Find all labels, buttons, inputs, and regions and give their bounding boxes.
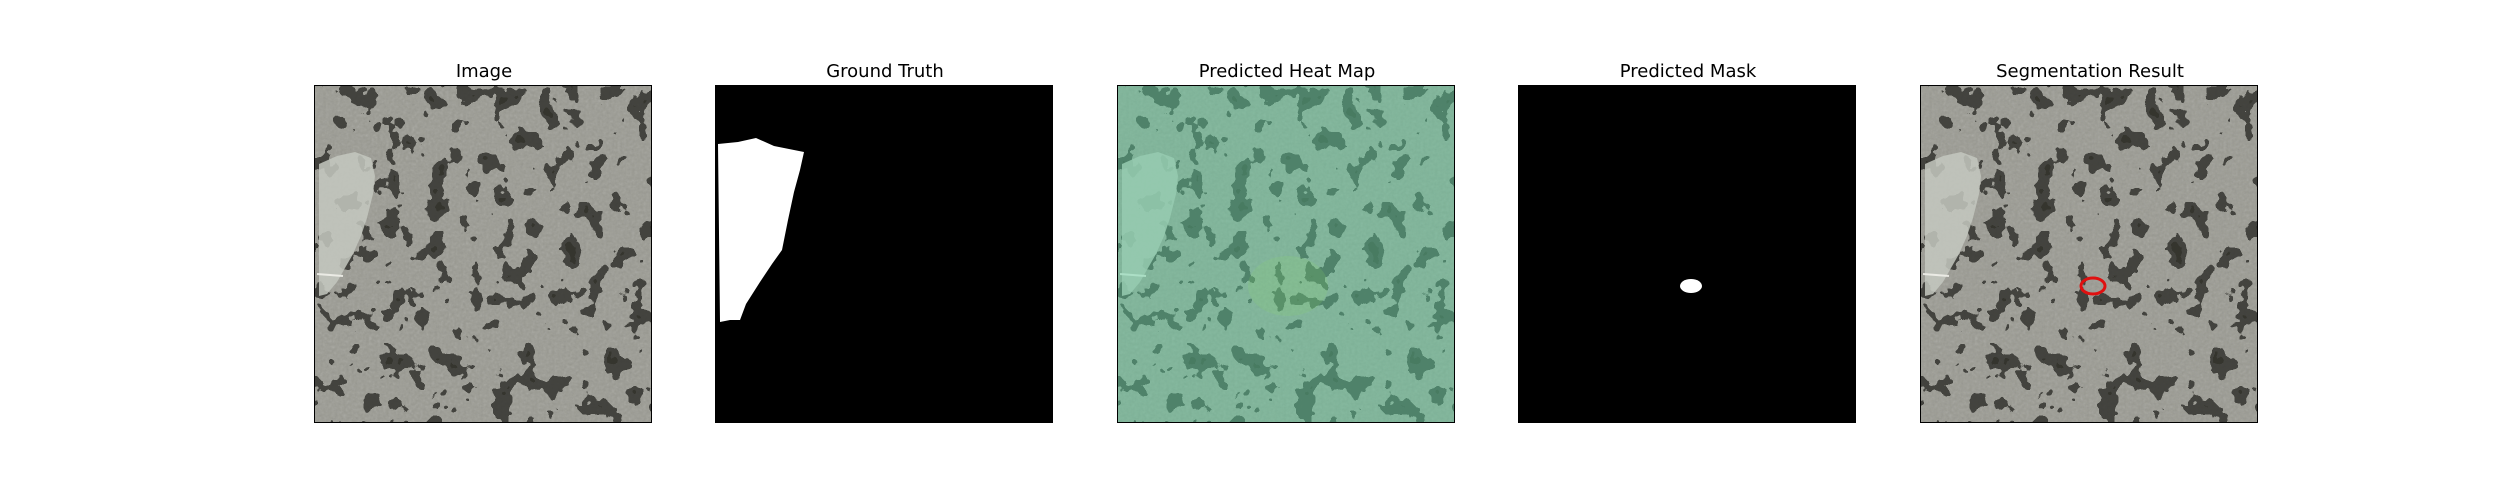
predicted-region [1680, 279, 1702, 293]
panel-title: Segmentation Result [1996, 61, 2184, 82]
heat-map-image [1118, 86, 1454, 422]
ground-truth-mask [716, 86, 1052, 422]
ground-truth-region [718, 138, 804, 322]
ground-truth-frame [715, 85, 1053, 423]
segmentation-frame [1920, 85, 2258, 423]
image-frame [314, 85, 652, 423]
panel-title: Image [455, 61, 513, 82]
panel-title: Predicted Heat Map [1198, 61, 1376, 82]
panel-title: Ground Truth [826, 61, 944, 82]
texture-image [315, 86, 651, 422]
heat-map-frame [1117, 85, 1455, 423]
panel-title: Predicted Mask [1619, 61, 1757, 82]
translucent-patch [319, 152, 375, 296]
predicted-mask [1519, 86, 1855, 422]
heat-overlay [1118, 86, 1454, 422]
segmentation-contour [2079, 276, 2107, 296]
predicted-mask-frame [1518, 85, 1856, 423]
segmentation-image [1921, 86, 2257, 422]
